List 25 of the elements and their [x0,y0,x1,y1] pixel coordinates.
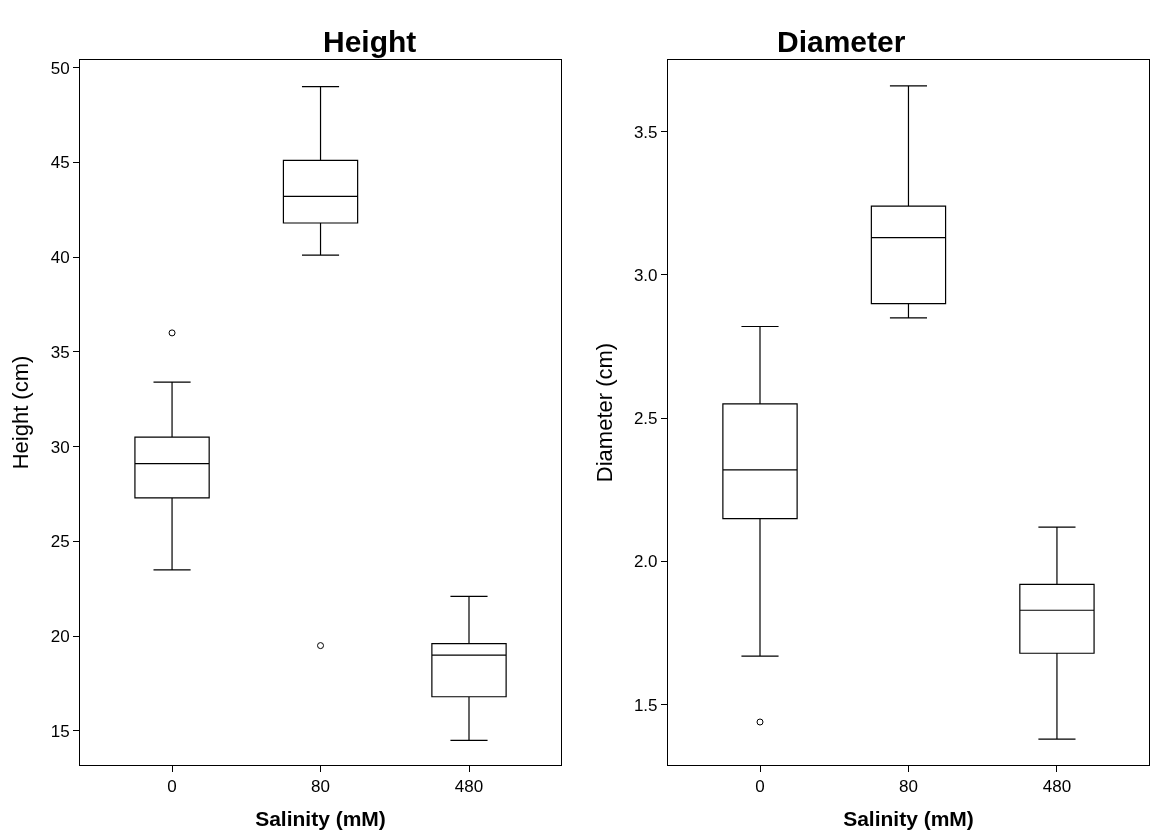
y-tick-label: 35 [50,342,70,362]
y-tick-label: 25 [50,532,70,552]
chart-title: Diameter [777,25,906,58]
x-tick-label: 480 [1042,777,1072,797]
x-tick-label: 80 [311,777,330,797]
y-tick-label: 3.0 [633,265,658,285]
y-axis-title: Diameter (cm) [591,342,617,483]
x-axis-title: Salinity (mM) [255,806,386,830]
y-tick-label: 40 [50,248,70,268]
y-axis-title: Height (cm) [8,355,34,470]
y-tick-label: 3.5 [633,122,658,142]
y-tick-label: 20 [50,627,70,647]
x-axis-title: Salinity (mM) [843,806,974,830]
y-tick-label: 50 [50,58,70,78]
x-tick-label: 0 [167,777,177,797]
x-tick-label: 480 [454,777,484,797]
y-tick-label: 1.5 [633,695,658,715]
y-tick-label: 2.0 [633,552,658,572]
y-tick-label: 15 [50,721,70,741]
y-tick-label: 2.5 [633,409,658,429]
x-tick-label: 80 [899,777,918,797]
y-tick-label: 45 [50,153,70,173]
y-tick-label: 30 [50,437,70,457]
chart-title: Height [323,25,417,58]
x-tick-label: 0 [755,777,765,797]
